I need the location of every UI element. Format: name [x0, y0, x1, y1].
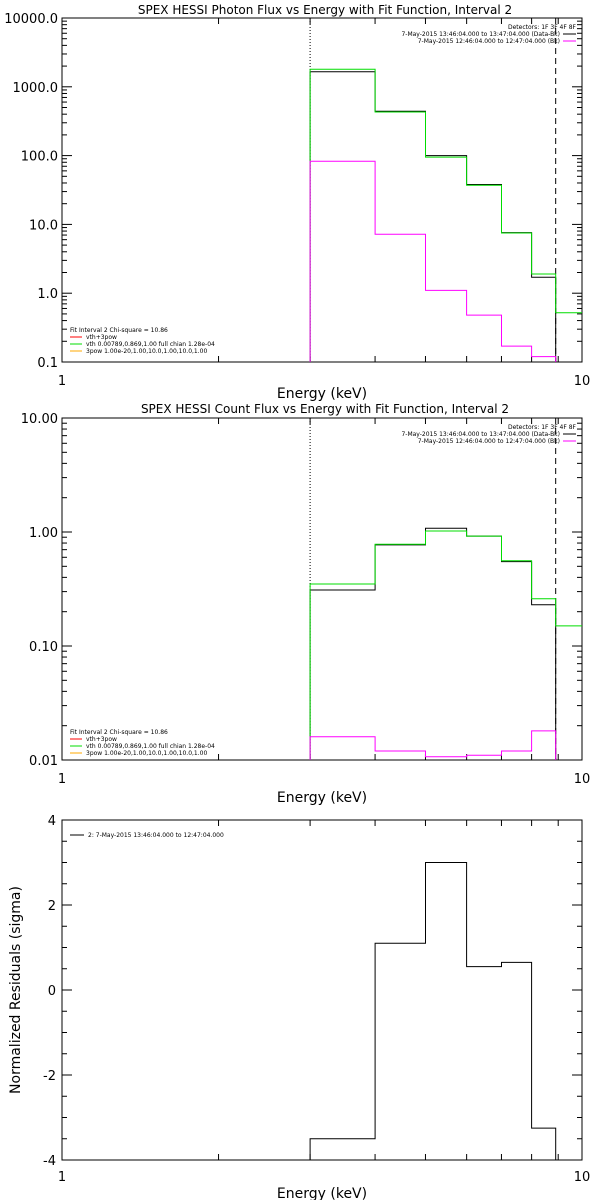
- residuals-y-tick-label: -2: [43, 1069, 56, 1084]
- count-flux-title: SPEX HESSI Count Flux vs Energy with Fit…: [141, 402, 509, 416]
- photon-x-tick-10: 10: [574, 374, 591, 389]
- photon-series-vth: [309, 160, 557, 362]
- count-x-axis-label: Energy (keV): [277, 790, 367, 806]
- photon-legend-data-interval: 7-May-2015 13:46:04.000 to 13:47:04.000 …: [401, 31, 560, 38]
- count-x-tick-1: 1: [58, 772, 66, 787]
- count-legend-bk-interval: 7-May-2015 12:46:04.000 to 12:47:04.000 …: [418, 438, 560, 445]
- residuals-y-tick-label: 4: [48, 814, 56, 829]
- photon-legend-3pow-params: 3pow 1.00e-20,1.00,10.0,1.00,10.0,1.00: [86, 348, 207, 355]
- count-legend-3pow-params: 3pow 1.00e-20,1.00,10.0,1.00,10.0,1.00: [86, 750, 207, 757]
- photon-legend-bk-interval: 7-May-2015 12:46:04.000 to 12:47:04.000 …: [418, 38, 560, 45]
- count-flux-panel: SPEX HESSI Count Flux vs Energy with Fit…: [21, 402, 590, 806]
- photon-flux-panel: SPEX HESSI Photon Flux vs Energy with Fi…: [4, 3, 590, 402]
- photon-legend-detectors: Detectors: 1F 3F 4F 8F: [508, 24, 577, 31]
- photon-flux-plot-frame: [61, 17, 583, 363]
- count-flux-plot-frame: [61, 417, 583, 761]
- residuals-y-tick-label: -4: [43, 1154, 56, 1169]
- residuals-y-tick-label: 2: [48, 899, 56, 914]
- count-legend-vth-params: vth 0.00789,0.869,1.00 full chian 1.28e-…: [86, 743, 215, 750]
- count-legend-data-interval: 7-May-2015 13:46:04.000 to 13:47:04.000 …: [401, 431, 560, 438]
- photon-legend-model: vth+3pow: [86, 334, 117, 341]
- photon-series-vth-3pow: [309, 68, 582, 362]
- photon-legend-vth-params: vth 0.00789,0.869,1.00 full chian 1.28e-…: [86, 341, 215, 348]
- residuals-y-axis-label: Normalized Residuals (sigma): [8, 886, 24, 1094]
- residuals-legend: 2: 7-May-2015 13:46:04.000 to 12:47:04.0…: [70, 832, 224, 839]
- count-x-tick-10: 10: [574, 772, 591, 787]
- count-y-tick-label: 1.00: [29, 526, 58, 541]
- count-y-tick-label: 0.10: [29, 640, 58, 655]
- photon-legend-bottom: Fit Interval 2 Chi-square = 10.86 vth+3p…: [70, 327, 215, 355]
- photon-x-tick-1: 1: [58, 374, 66, 389]
- count-legend-model: vth+3pow: [86, 736, 117, 743]
- residuals-x-tick-1: 1: [58, 1170, 66, 1185]
- count-legend-detectors: Detectors: 1F 3F 4F 8F: [508, 424, 577, 431]
- photon-y-tick-label: 100.0: [21, 150, 58, 165]
- residuals-y-tick-label: 0: [48, 984, 56, 999]
- photon-y-tick-label: 1.0: [37, 287, 58, 302]
- count-y-tick-label: 0.01: [29, 754, 58, 769]
- count-legend-fit-interval: Fit Interval 2 Chi-square = 10.86: [70, 729, 168, 736]
- residuals-legend-interval: 2: 7-May-2015 13:46:04.000 to 12:47:04.0…: [88, 832, 224, 839]
- photon-legend-fit-interval: Fit Interval 2 Chi-square = 10.86: [70, 327, 168, 334]
- residuals-x-axis-label: Energy (keV): [277, 1186, 367, 1200]
- photon-y-tick-label: 1000.0: [13, 81, 59, 96]
- residuals-panel: -4 -2 0 2 4 1 10 Energy (keV) Normalized Res…: [8, 814, 590, 1200]
- photon-y-tick-label: 10.0: [29, 218, 58, 233]
- count-legend-top: Detectors: 1F 3F 4F 8F 7-May-2015 13:46:…: [401, 424, 576, 445]
- count-legend-bottom: Fit Interval 2 Chi-square = 10.86 vth+3p…: [70, 729, 215, 757]
- photon-flux-title: SPEX HESSI Photon Flux vs Energy with Fi…: [138, 3, 512, 17]
- photon-x-axis-label: Energy (keV): [277, 386, 367, 402]
- photon-y-tick-label: 10000.0: [4, 12, 58, 27]
- count-series-vth: [309, 730, 557, 760]
- residuals-series-residuals: [309, 862, 557, 1160]
- photon-legend-top: Detectors: 1F 3F 4F 8F 7-May-2015 13:46:…: [401, 24, 576, 45]
- count-y-tick-label: 10.00: [21, 412, 58, 427]
- count-series-vth-3pow: [309, 530, 582, 760]
- photon-y-tick-label: 0.1: [37, 356, 58, 371]
- residuals-x-tick-10: 10: [574, 1170, 591, 1185]
